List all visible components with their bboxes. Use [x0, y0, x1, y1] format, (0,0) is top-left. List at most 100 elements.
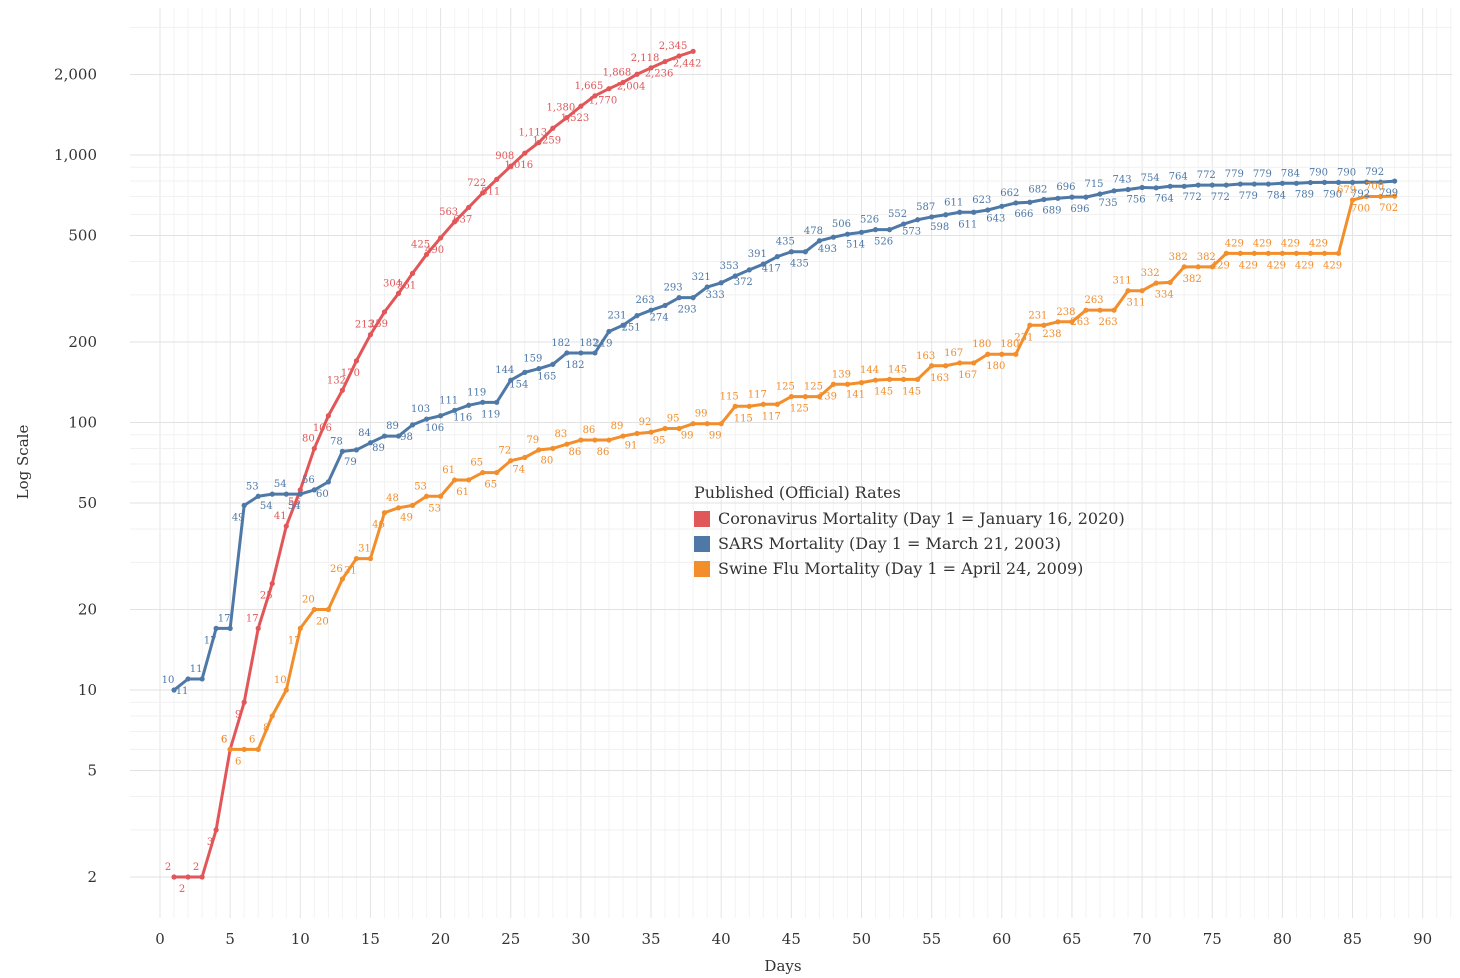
y-axis-ticks: 2 5 10 20 50 100 200 500 1,000 2,000	[54, 66, 97, 887]
data-label-sars: 478	[804, 226, 823, 237]
data-point-swine-flu	[395, 505, 402, 511]
data-point-sars	[550, 361, 556, 367]
data-point-swine-flu	[1223, 250, 1229, 256]
data-point-coronavirus	[353, 358, 360, 364]
data-point-coronavirus	[466, 204, 472, 211]
data-point-sars	[1097, 191, 1103, 197]
chart-legend: Published (Official) Rates Coronavirus M…	[694, 483, 1125, 581]
data-point-swine-flu	[648, 429, 654, 435]
data-point-swine-flu	[1195, 264, 1201, 270]
data-point-swine-flu	[662, 425, 668, 432]
legend-title: Published (Official) Rates	[694, 483, 901, 502]
data-label-sars: 60	[316, 489, 329, 500]
data-point-swine-flu	[325, 606, 331, 613]
data-label-coronavirus: 2	[193, 862, 199, 873]
data-point-sars	[844, 231, 851, 237]
data-point-sars	[466, 402, 472, 408]
y-tick-label: 20	[78, 601, 97, 619]
data-label-sars: 514	[846, 239, 865, 250]
legend-label-sars: SARS Mortality (Day 1 = March 21, 2003)	[718, 534, 1061, 553]
data-point-sars	[957, 209, 963, 215]
data-point-sars	[578, 350, 584, 356]
data-label-coronavirus: 637	[453, 214, 472, 225]
x-tick-label: 65	[1062, 930, 1081, 948]
data-point-swine-flu	[536, 447, 542, 453]
data-label-swine-flu: 6	[235, 756, 241, 767]
data-point-swine-flu	[452, 477, 458, 483]
data-label-sars: 56	[302, 475, 315, 486]
y-axis-title: Log Scale	[14, 425, 32, 500]
data-point-sars	[1013, 200, 1019, 206]
data-label-sars: 119	[467, 387, 486, 398]
data-label-sars: 353	[720, 261, 739, 272]
data-point-swine-flu	[1378, 193, 1384, 200]
data-label-sars: 792	[1351, 189, 1370, 200]
data-point-coronavirus	[395, 290, 402, 296]
data-point-swine-flu	[802, 394, 808, 400]
y-tick-label: 2,000	[54, 66, 97, 84]
data-label-sars: 98	[400, 432, 413, 443]
data-point-coronavirus	[283, 523, 289, 529]
x-axis-title: Days	[764, 957, 801, 975]
data-label-swine-flu: 231	[1014, 332, 1033, 343]
data-label-swine-flu: 429	[1239, 260, 1258, 271]
data-point-coronavirus	[269, 580, 275, 587]
data-point-swine-flu	[381, 510, 388, 516]
data-point-coronavirus	[213, 827, 219, 833]
data-point-swine-flu	[999, 351, 1005, 357]
data-point-swine-flu	[900, 376, 907, 382]
x-tick-label: 45	[782, 930, 801, 948]
data-label-swine-flu: 6	[221, 734, 227, 745]
data-label-coronavirus: 2	[165, 862, 171, 873]
data-point-sars	[536, 366, 542, 372]
data-label-swine-flu: 72	[498, 446, 511, 457]
data-point-sars	[704, 284, 710, 290]
data-point-coronavirus	[438, 235, 444, 241]
legend-swatch-sars	[694, 535, 710, 552]
data-point-sars	[255, 493, 261, 499]
data-point-sars	[1251, 181, 1257, 187]
y-tick-label: 2	[87, 868, 97, 886]
data-label-swine-flu: 139	[818, 391, 837, 402]
data-point-swine-flu	[830, 381, 837, 387]
data-point-swine-flu	[1293, 250, 1300, 256]
data-point-sars	[1392, 178, 1398, 184]
x-tick-label: 60	[992, 930, 1011, 948]
data-point-coronavirus	[592, 93, 598, 99]
data-point-swine-flu	[915, 376, 921, 382]
data-point-sars	[999, 203, 1005, 209]
data-point-sars	[929, 214, 935, 220]
data-point-coronavirus	[423, 251, 430, 258]
y-tick-label: 5	[87, 762, 97, 780]
data-point-swine-flu	[1279, 250, 1285, 256]
data-point-swine-flu	[774, 401, 780, 407]
data-point-coronavirus	[522, 150, 528, 156]
data-label-coronavirus: 106	[313, 423, 332, 434]
data-point-swine-flu	[409, 502, 416, 508]
data-point-sars	[199, 676, 205, 682]
data-label-swine-flu: 99	[695, 409, 708, 420]
data-label-coronavirus: 41	[274, 511, 287, 522]
data-label-sars: 666	[1014, 209, 1033, 220]
data-point-sars	[1167, 183, 1173, 189]
data-label-swine-flu: 91	[625, 440, 638, 451]
data-point-swine-flu	[816, 394, 823, 400]
x-tick-label: 70	[1133, 930, 1152, 948]
data-label-sars: 682	[1028, 184, 1047, 195]
data-point-swine-flu	[269, 713, 275, 719]
data-point-coronavirus	[690, 48, 696, 54]
data-label-swine-flu: 700	[1365, 181, 1384, 192]
data-label-swine-flu: 99	[709, 431, 722, 442]
data-label-coronavirus: 425	[411, 239, 430, 250]
data-point-sars	[1363, 179, 1370, 185]
data-label-sars: 611	[958, 219, 977, 230]
data-label-sars: 182	[551, 338, 570, 349]
data-point-swine-flu	[438, 493, 444, 499]
data-point-sars	[1111, 188, 1117, 194]
data-label-sars: 790	[1337, 167, 1356, 178]
data-label-swine-flu: 180	[986, 361, 1005, 372]
x-tick-label: 30	[571, 930, 590, 948]
data-point-sars	[985, 207, 991, 213]
data-point-swine-flu	[957, 360, 963, 366]
data-label-sars: 116	[453, 412, 472, 423]
